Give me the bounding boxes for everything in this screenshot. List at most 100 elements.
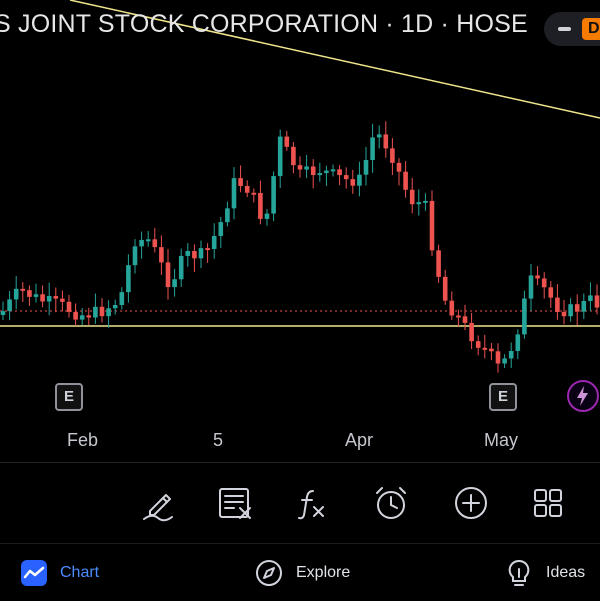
candle-body: [588, 295, 593, 301]
alarm-icon[interactable]: [371, 483, 411, 523]
top-right-controls[interactable]: D: [544, 12, 600, 46]
badge-d[interactable]: D: [582, 18, 600, 40]
candle-body: [178, 255, 184, 280]
candle-body: [33, 294, 39, 297]
candle-body: [185, 251, 191, 256]
candle-body: [13, 288, 19, 300]
candle-body: [475, 341, 481, 348]
candle-body: [225, 208, 230, 223]
candle-body: [522, 298, 527, 335]
candle-body: [436, 250, 441, 277]
candle-body: [416, 202, 422, 205]
candle-body: [172, 279, 177, 288]
candle-body: [357, 174, 362, 186]
candle-body: [86, 315, 92, 318]
x-axis-label-feb: Feb: [67, 430, 99, 450]
candle-body: [442, 276, 448, 301]
candle-body: [211, 235, 217, 249]
candle-body: [561, 311, 567, 317]
candle-body: [139, 239, 144, 247]
candle-body: [251, 192, 257, 195]
candle-body: [132, 246, 138, 266]
function-icon[interactable]: [293, 483, 333, 523]
candle-body: [396, 162, 402, 172]
candle-body: [244, 185, 250, 193]
candle-body: [376, 134, 382, 138]
candle-body: [205, 248, 210, 251]
candle-body: [462, 316, 468, 323]
nav-explore-label: Explore: [296, 564, 351, 581]
candle-body: [73, 311, 78, 320]
candle-body: [528, 275, 534, 299]
candle-body: [258, 193, 263, 219]
candle-body: [46, 296, 52, 302]
candle-body: [291, 146, 296, 166]
bottom-nav: Chart Explore Ideas: [0, 543, 600, 601]
candle-body: [409, 189, 415, 205]
chart-area[interactable]: S JOINT STOCK CORPORATION · 1D · HOSE D …: [0, 0, 600, 462]
candle-body: [508, 350, 514, 359]
candle-body: [370, 137, 375, 160]
grid-icon[interactable]: [528, 483, 568, 523]
candle-body: [119, 292, 125, 306]
candle-body: [277, 136, 283, 177]
candle-body: [350, 179, 356, 186]
candle-body: [310, 166, 316, 176]
x-axis-label-apr: Apr: [345, 430, 374, 450]
candle-body: [284, 136, 290, 147]
nav-ideas[interactable]: Ideas: [504, 558, 585, 588]
chart-icon: [21, 560, 47, 586]
candle-body: [423, 200, 428, 203]
candle-body: [7, 299, 12, 312]
candle-body: [390, 148, 395, 163]
candle-body: [165, 262, 171, 288]
candle-body: [574, 304, 580, 312]
candle-body: [495, 351, 501, 364]
candle-body: [20, 288, 26, 291]
nav-chart-label: Chart: [60, 564, 100, 581]
candle-body: [297, 165, 303, 170]
trend-line: [69, 0, 600, 119]
candle-body: [548, 287, 554, 298]
candle-body: [66, 301, 72, 312]
edit-list-icon[interactable]: [216, 483, 256, 523]
candle-body: [27, 290, 32, 297]
candle-body: [482, 347, 488, 350]
candle-body: [581, 300, 587, 312]
x-axis-label-may: May: [484, 430, 519, 450]
add-circle-icon[interactable]: [451, 483, 491, 523]
candle-body: [449, 300, 455, 316]
candle-body: [304, 166, 309, 170]
candle-body: [60, 298, 65, 302]
candle-body: [218, 222, 224, 236]
candle-body: [271, 176, 276, 214]
candle-body: [456, 315, 461, 318]
candle-body: [0, 311, 6, 315]
candle-body: [337, 169, 342, 176]
drawing-toolbar: [0, 463, 600, 541]
earnings-marker[interactable]: E: [55, 383, 83, 411]
candle-body: [515, 334, 521, 351]
candle-body: [159, 247, 164, 263]
lightning-icon[interactable]: [567, 380, 599, 412]
earnings-marker[interactable]: E: [489, 383, 517, 411]
candle-body: [152, 239, 158, 248]
pencil-icon[interactable]: [140, 483, 180, 523]
candle-body: [383, 134, 389, 149]
candle-body: [192, 251, 197, 259]
candle-body: [106, 308, 111, 317]
compass-icon: [256, 560, 282, 586]
nav-explore[interactable]: Explore: [254, 558, 350, 588]
candle-body: [568, 304, 573, 317]
candle-body: [112, 305, 118, 309]
candle-body: [198, 248, 204, 259]
minimize-icon[interactable]: [558, 27, 571, 31]
nav-chart[interactable]: Chart: [20, 558, 99, 588]
candle-body: [541, 278, 547, 288]
candle-body: [231, 178, 237, 209]
candle-body: [535, 275, 540, 279]
candle-body: [317, 173, 323, 176]
lightbulb-icon: [508, 559, 530, 586]
candlestick-chart[interactable]: [0, 0, 600, 462]
candle-body: [99, 306, 105, 317]
